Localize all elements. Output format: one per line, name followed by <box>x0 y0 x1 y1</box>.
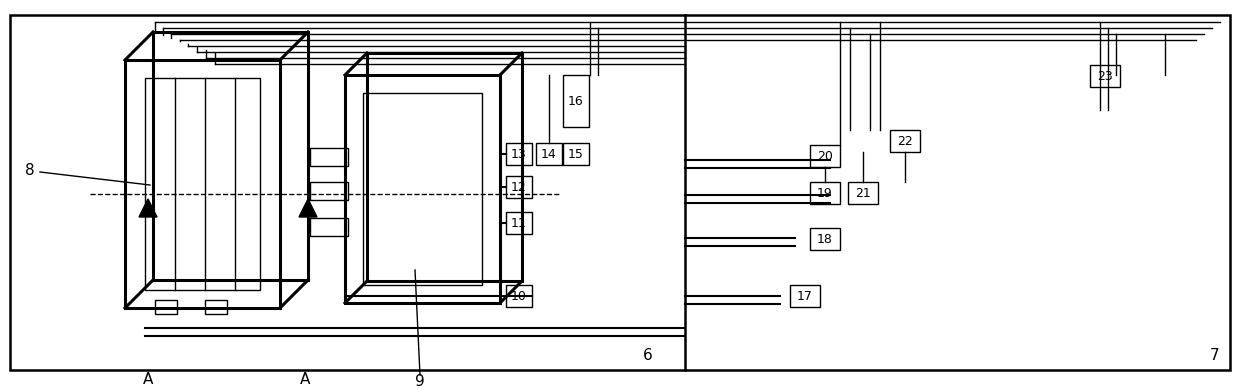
Bar <box>536 143 562 165</box>
Bar <box>810 145 839 167</box>
Text: 13: 13 <box>511 147 527 161</box>
Bar <box>363 93 482 285</box>
Bar <box>1090 65 1120 87</box>
Text: A: A <box>143 373 154 387</box>
Text: 23: 23 <box>1097 70 1112 82</box>
Bar <box>563 143 589 165</box>
Text: 20: 20 <box>817 149 833 163</box>
Bar <box>848 182 878 204</box>
Bar <box>506 176 532 198</box>
Text: 9: 9 <box>415 375 425 389</box>
Bar <box>155 300 177 314</box>
Bar <box>145 78 260 290</box>
Text: 16: 16 <box>568 95 584 107</box>
Text: 10: 10 <box>511 289 527 303</box>
Bar <box>205 300 227 314</box>
Bar <box>563 75 589 127</box>
Bar <box>310 148 348 166</box>
Text: 21: 21 <box>856 186 870 200</box>
Bar <box>810 182 839 204</box>
Bar <box>310 218 348 236</box>
Bar <box>790 285 820 307</box>
Bar <box>345 75 500 303</box>
Text: A: A <box>300 373 310 387</box>
Text: 19: 19 <box>817 186 833 200</box>
Polygon shape <box>299 199 317 217</box>
Text: 11: 11 <box>511 217 527 230</box>
Text: 7: 7 <box>1210 347 1220 363</box>
Text: 22: 22 <box>897 135 913 147</box>
Text: 18: 18 <box>817 233 833 245</box>
Bar <box>506 212 532 234</box>
Bar <box>890 130 920 152</box>
Text: 17: 17 <box>797 289 813 303</box>
Text: 6: 6 <box>644 347 653 363</box>
Polygon shape <box>139 199 157 217</box>
Bar <box>125 60 280 308</box>
Bar <box>506 285 532 307</box>
Text: 14: 14 <box>541 147 557 161</box>
Text: 15: 15 <box>568 147 584 161</box>
Bar <box>310 182 348 200</box>
Bar <box>810 228 839 250</box>
Text: 12: 12 <box>511 180 527 193</box>
Bar <box>506 143 532 165</box>
Text: 8: 8 <box>25 163 35 177</box>
